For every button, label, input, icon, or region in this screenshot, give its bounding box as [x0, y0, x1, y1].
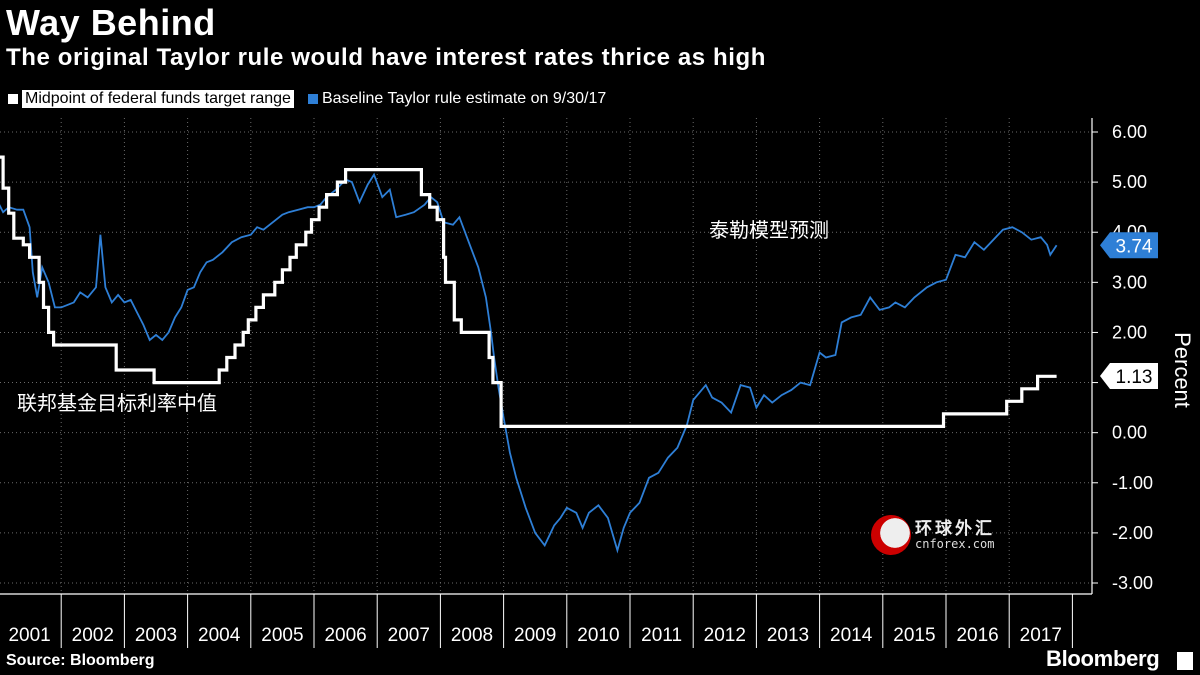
x-tick-label: 2014 — [830, 625, 873, 646]
x-tick-label: 2004 — [198, 625, 241, 646]
legend-item-taylor: Baseline Taylor rule estimate on 9/30/17 — [307, 90, 607, 108]
legend-label-taylor: Baseline Taylor rule estimate on 9/30/17 — [321, 90, 607, 107]
x-tick-label: 2007 — [388, 625, 430, 646]
x-tick-label: 2001 — [8, 625, 50, 646]
x-tick-label: 2012 — [704, 625, 746, 646]
y-tick-label: 5.00 — [1112, 172, 1147, 192]
x-tick-label: 2016 — [956, 625, 998, 646]
end-label-taylor: 3.74 — [1116, 236, 1153, 257]
x-tick-label: 2011 — [641, 625, 682, 646]
bloomberg-terminal-icon — [1177, 652, 1193, 670]
y-tick-label: -3.00 — [1112, 573, 1153, 593]
annotation-taylor: 泰勒模型预测 — [709, 218, 829, 242]
chart-subtitle: The original Taylor rule would have inte… — [6, 44, 767, 71]
x-tick-label: 2017 — [1020, 625, 1062, 646]
y-tick-label: -1.00 — [1112, 473, 1153, 493]
watermark-cn: 环球外汇 — [915, 518, 995, 538]
cnforex-logo-icon — [871, 515, 911, 555]
source-note: Source: Bloomberg — [6, 652, 155, 669]
x-tick-label: 2008 — [451, 625, 493, 646]
x-tick-label: 2002 — [72, 625, 114, 646]
bloomberg-logo: Bloomberg — [1046, 646, 1160, 671]
x-tick-label: 2015 — [893, 625, 935, 646]
y-tick-label: 0.00 — [1112, 423, 1147, 443]
y-axis-title: Percent — [1170, 332, 1195, 408]
legend-label-fed: Midpoint of federal funds target range — [22, 90, 294, 108]
legend-swatch-taylor — [307, 94, 318, 104]
legend-item-fed: Midpoint of federal funds target range — [8, 90, 294, 108]
y-tick-label: 2.00 — [1112, 322, 1147, 342]
y-tick-label: 6.00 — [1112, 122, 1147, 142]
x-tick-label: 2010 — [577, 625, 619, 646]
cnforex-watermark: 环球外汇 cnforex.com — [871, 515, 995, 555]
chart-title: Way Behind — [6, 2, 216, 43]
watermark-en: cnforex.com — [915, 536, 995, 551]
x-tick-label: 2009 — [514, 625, 556, 646]
x-tick-label: 2013 — [767, 625, 809, 646]
annotation-fed: 联邦基金目标利率中值 — [17, 391, 217, 415]
x-tick-label: 2005 — [261, 625, 303, 646]
legend: Midpoint of federal funds target range B… — [8, 90, 606, 108]
series-line-taylor-rule — [0, 172, 1058, 554]
x-tick-label: 2003 — [135, 625, 177, 646]
y-tick-label: 3.00 — [1112, 272, 1147, 292]
series-line-fed-funds — [0, 155, 1057, 428]
end-label-fed: 1.13 — [1116, 367, 1153, 388]
legend-swatch-fed — [8, 94, 18, 104]
y-tick-label: -2.00 — [1112, 523, 1153, 543]
end-label-box-fed — [1100, 363, 1158, 390]
x-tick-label: 2006 — [324, 625, 366, 646]
end-label-box-taylor — [1100, 232, 1158, 259]
